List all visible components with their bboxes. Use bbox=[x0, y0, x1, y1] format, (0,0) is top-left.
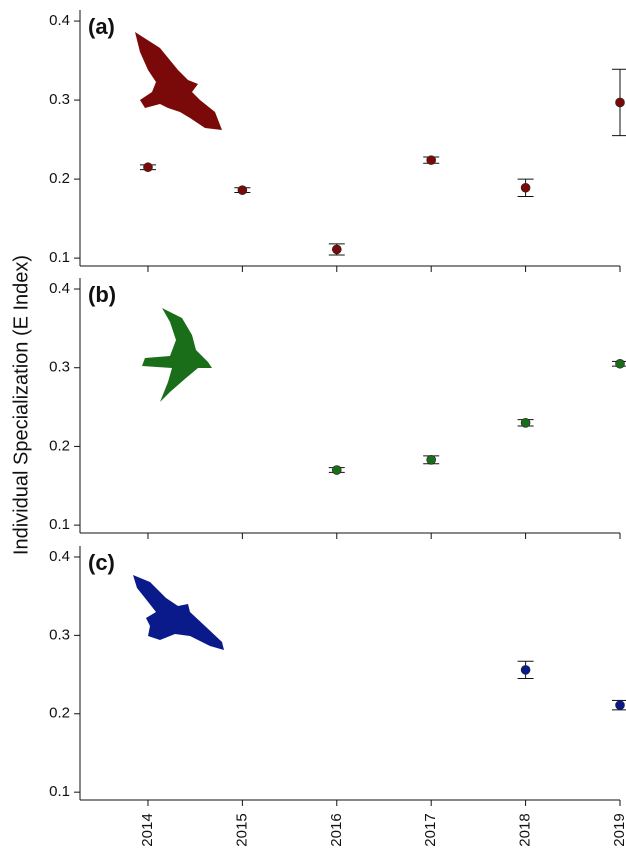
y-tick-label: 0.1 bbox=[49, 516, 70, 533]
point bbox=[143, 162, 153, 173]
point bbox=[237, 185, 248, 195]
bird-silhouettes bbox=[133, 32, 224, 650]
point bbox=[426, 455, 436, 465]
y-axis-label: Individual Specialization (E Index) bbox=[10, 255, 32, 555]
y-tick-label: 0.1 bbox=[49, 783, 70, 800]
point bbox=[331, 244, 342, 255]
point bbox=[331, 465, 342, 475]
point bbox=[520, 418, 531, 428]
x-tick-label: 2019 bbox=[611, 813, 626, 846]
x-tick-label: 2017 bbox=[422, 813, 439, 846]
panel-label: (b) bbox=[88, 282, 116, 307]
y-tick-label: 0.2 bbox=[49, 170, 70, 187]
y-tick-label: 0.3 bbox=[49, 91, 70, 108]
y-tick-label: 0.2 bbox=[49, 437, 70, 454]
x-tick-label: 2014 bbox=[139, 813, 156, 846]
y-tick-label: 0.2 bbox=[49, 705, 70, 722]
panel-label: (c) bbox=[88, 550, 115, 575]
y-tick-label: 0.3 bbox=[49, 626, 70, 643]
point bbox=[615, 97, 625, 108]
y-tick-label: 0.4 bbox=[49, 280, 70, 297]
falcon-b bbox=[142, 308, 212, 402]
y-tick-label: 0.4 bbox=[49, 548, 70, 565]
point bbox=[615, 358, 625, 369]
point bbox=[615, 700, 625, 710]
point bbox=[426, 155, 436, 165]
y-tick-label: 0.3 bbox=[49, 359, 70, 376]
x-tick-label: 2018 bbox=[517, 813, 534, 846]
y-tick-label: 0.1 bbox=[49, 249, 70, 266]
hawk-c bbox=[133, 575, 224, 650]
point bbox=[520, 665, 531, 675]
eagle-a bbox=[135, 32, 222, 130]
y-tick-label: 0.4 bbox=[49, 12, 70, 29]
point bbox=[520, 182, 531, 193]
panel-label: (a) bbox=[88, 14, 115, 39]
x-tick-label: 2015 bbox=[233, 813, 250, 846]
x-tick-label: 2016 bbox=[328, 813, 345, 846]
